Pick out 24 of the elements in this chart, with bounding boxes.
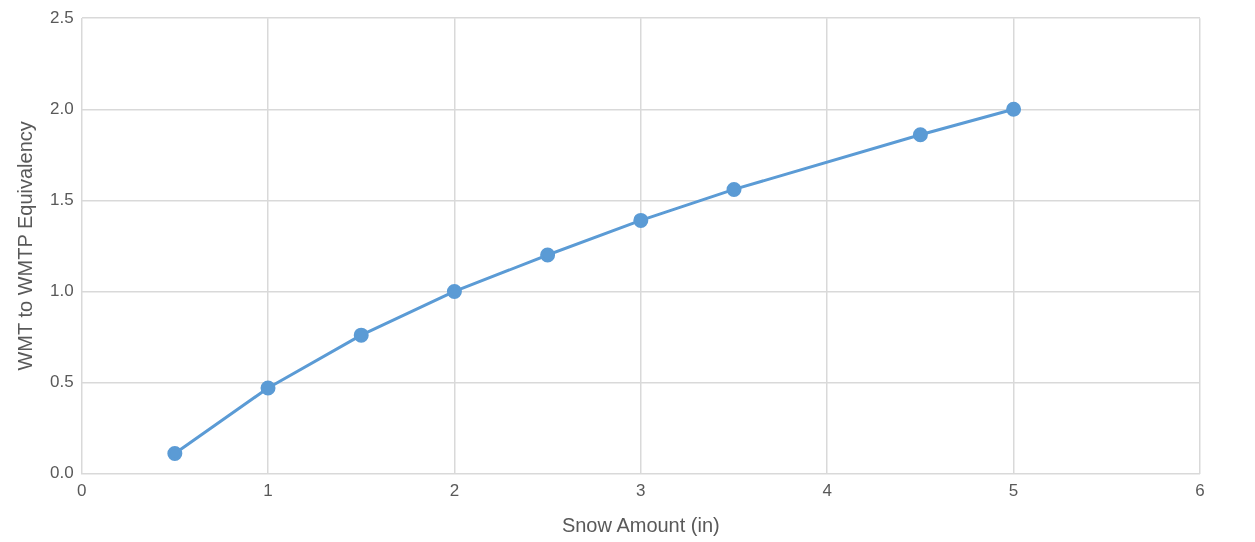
point: [540, 247, 556, 263]
point: [633, 212, 649, 228]
point: [353, 327, 369, 343]
point: [726, 181, 742, 197]
y-tick-label: 2.5: [49, 7, 74, 27]
y-tick-label: 1.0: [49, 281, 74, 301]
y-tick-label: 0.5: [49, 372, 74, 392]
y-tick-label: 0.0: [49, 463, 74, 483]
x-tick-label: 3: [636, 481, 646, 501]
x-tick-label: 6: [1195, 481, 1205, 501]
y-tick-label: 1.5: [49, 190, 74, 210]
x-tick-label: 2: [449, 481, 460, 501]
x-tick-label: 1: [263, 481, 273, 501]
y-tick-label: 2.0: [49, 98, 74, 118]
point: [912, 127, 928, 143]
point: [167, 446, 183, 462]
x-tick-label: 0: [76, 481, 87, 501]
point: [446, 283, 462, 299]
point: [260, 380, 276, 396]
x-tick-label: 5: [1008, 481, 1019, 501]
x-axis-title: Snow Amount (in): [561, 513, 720, 536]
point: [1006, 101, 1022, 117]
y-axis-title: WMT to WMTP Equivalency: [13, 121, 36, 371]
x-tick-label: 4: [822, 481, 832, 501]
